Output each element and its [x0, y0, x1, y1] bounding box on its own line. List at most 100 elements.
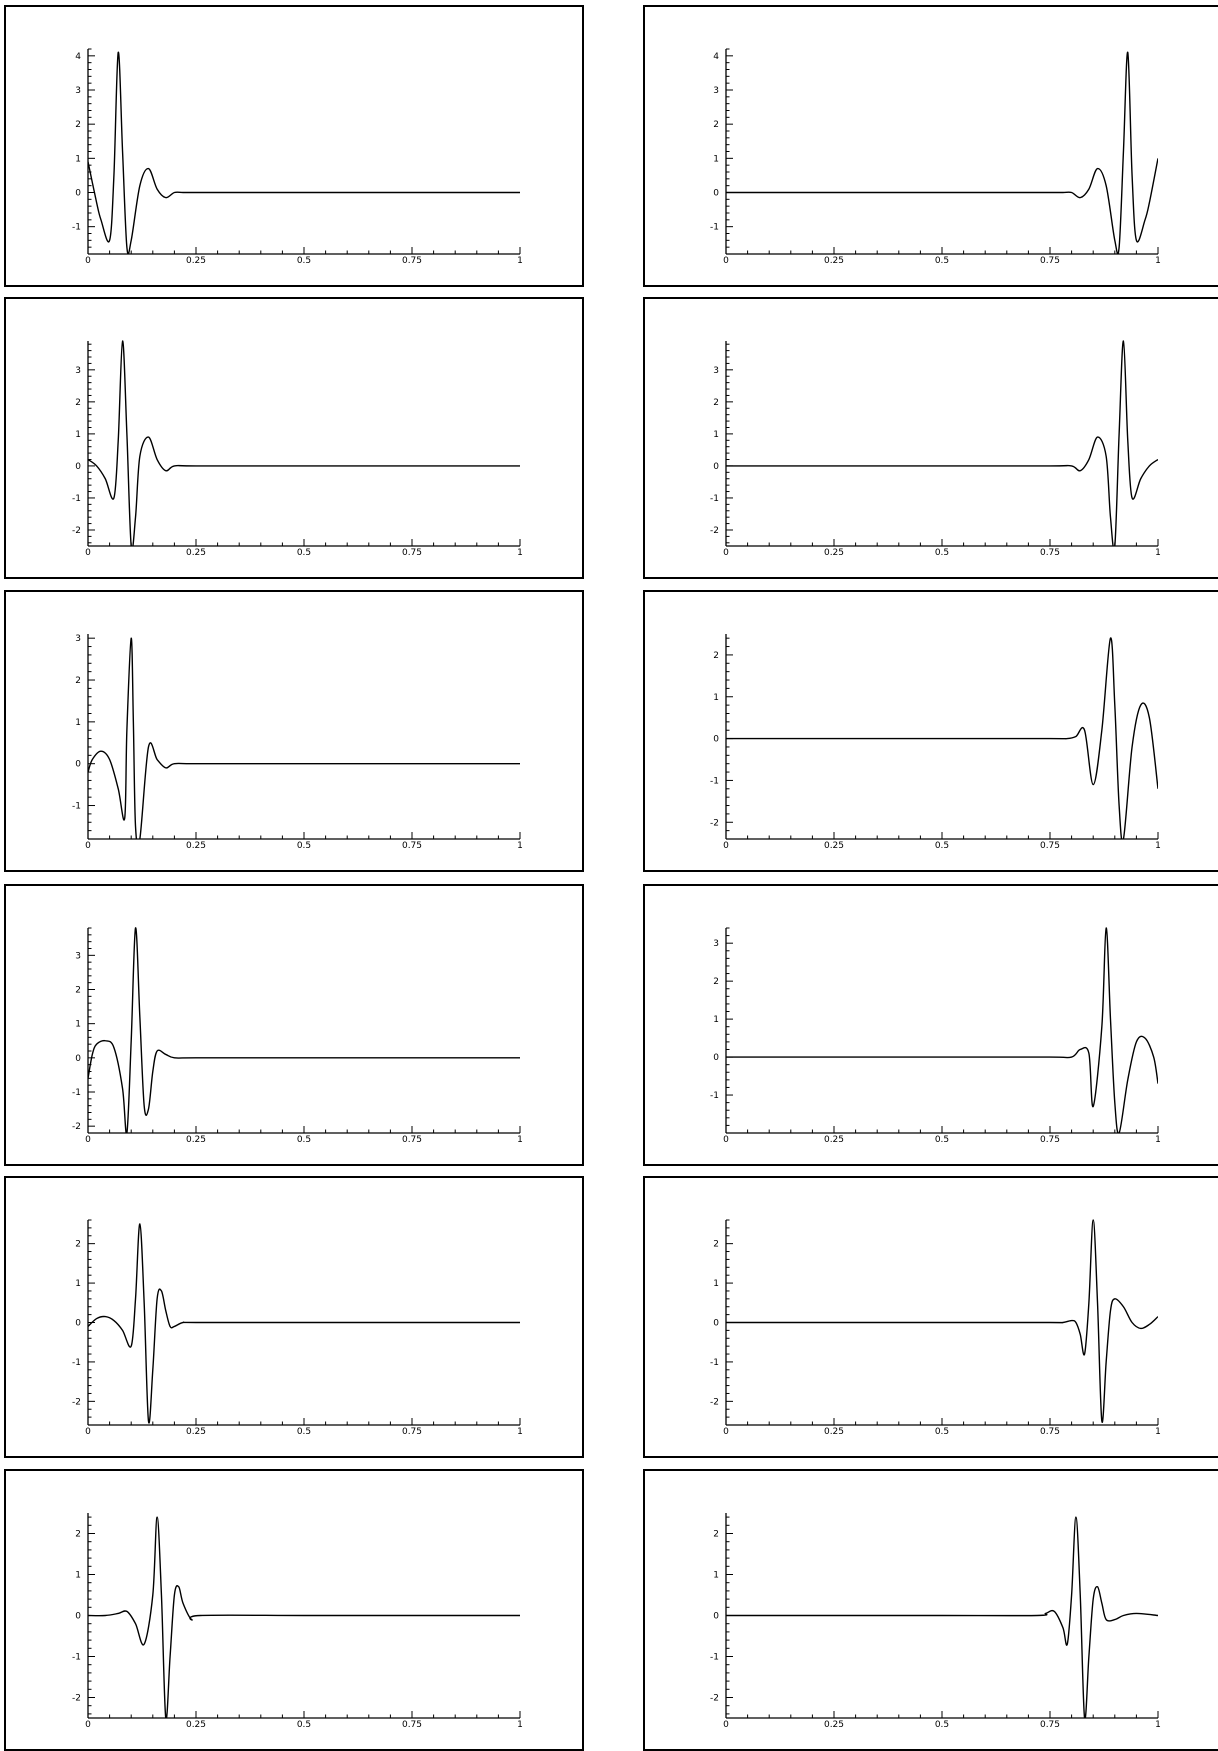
chart-panel-right-2: 0 0.25 0.5 0.75 1 -2 -1 0 1 2 3	[643, 297, 1218, 579]
x-tick-label: 0.75	[1040, 1720, 1060, 1730]
y-tick-label: 2	[713, 1530, 719, 1540]
y-tick-label: 0	[75, 760, 81, 770]
x-tick-label: 1	[1155, 548, 1161, 558]
y-tick-label: -2	[72, 526, 81, 536]
y-tick-label: 2	[713, 977, 719, 987]
x-tick-label: 0	[85, 1135, 91, 1145]
y-tick-label: 0	[75, 189, 81, 199]
chart-panel-left-3: 0 0.25 0.5 0.75 1 -1 0 1 2 3	[4, 590, 584, 872]
y-tick-label: 4	[713, 52, 719, 62]
y-tick-label: 1	[75, 718, 81, 728]
y-tick-label: 2	[713, 1240, 719, 1250]
series-line	[88, 340, 520, 546]
y-tick-label: 0	[75, 1612, 81, 1622]
x-tick-label: 0.75	[1040, 841, 1060, 851]
x-tick-label: 0.5	[935, 548, 949, 558]
x-tick-label: 0.25	[824, 548, 844, 558]
x-tick-label: 0.25	[824, 841, 844, 851]
series-line	[88, 927, 520, 1133]
x-tick-label: 1	[517, 1427, 523, 1437]
x-tick-label: 1	[517, 1720, 523, 1730]
y-tick-label: 0	[75, 1054, 81, 1064]
y-tick-label: 0	[75, 462, 81, 472]
series-line	[726, 1219, 1158, 1423]
x-tick-label: 0	[85, 1720, 91, 1730]
y-tick-label: 1	[75, 154, 81, 164]
y-tick-label: 1	[713, 1015, 719, 1025]
x-tick-label: 0.5	[935, 1720, 949, 1730]
x-tick-label: 0.25	[186, 841, 206, 851]
y-tick-label: -1	[710, 223, 719, 233]
chart-panel-left-6: 0 0.25 0.5 0.75 1 -2 -1 0 1 2	[4, 1469, 584, 1751]
x-tick-label: 0.25	[824, 1427, 844, 1437]
x-tick-label: 0.25	[824, 1720, 844, 1730]
chart-panel-right-5: 0 0.25 0.5 0.75 1 -2 -1 0 1 2	[643, 1176, 1218, 1458]
x-tick-label: 0.75	[402, 841, 422, 851]
y-tick-label: 1	[75, 1571, 81, 1581]
y-tick-label: 2	[75, 676, 81, 686]
y-tick-label: 2	[75, 986, 81, 996]
y-tick-label: 2	[75, 120, 81, 130]
y-tick-label: -1	[710, 776, 719, 786]
y-tick-label: 3	[75, 634, 81, 644]
x-tick-label: 0.75	[402, 256, 422, 266]
x-tick-label: 0	[723, 1135, 729, 1145]
chart-svg: 0 0.25 0.5 0.75 1 -2 -1 0 1 2 3	[72, 927, 523, 1145]
x-tick-label: 0.75	[402, 1720, 422, 1730]
y-tick-label: 2	[75, 1530, 81, 1540]
chart-svg: 0 0.25 0.5 0.75 1 -2 -1 0 1 2 3	[72, 340, 523, 558]
y-tick-label: -2	[72, 1122, 81, 1132]
chart-panel-right-1: 0 0.25 0.5 0.75 1 -1 0 1 2 3 4	[643, 5, 1218, 287]
y-tick-label: 2	[713, 651, 719, 661]
x-tick-label: 0.5	[297, 1427, 311, 1437]
chart-svg: 0 0.25 0.5 0.75 1 -1 0 1 2 3 4	[72, 48, 523, 266]
series-line	[88, 637, 520, 839]
y-tick-label: 2	[75, 1240, 81, 1250]
chart-panel-left-1: 0 0.25 0.5 0.75 1 -1 0 1 2 3 4	[4, 5, 584, 287]
x-tick-label: 0.25	[186, 1720, 206, 1730]
x-tick-label: 0.5	[297, 256, 311, 266]
y-tick-label: 1	[75, 430, 81, 440]
x-tick-label: 0	[723, 841, 729, 851]
x-tick-label: 1	[1155, 1427, 1161, 1437]
y-tick-label: -1	[72, 494, 81, 504]
x-tick-label: 0	[723, 256, 729, 266]
chart-panel-right-4: 0 0.25 0.5 0.75 1 -1 0 1 2 3	[643, 884, 1218, 1166]
y-tick-label: 4	[75, 52, 81, 62]
x-tick-label: 0.75	[1040, 1135, 1060, 1145]
x-tick-label: 0.25	[186, 548, 206, 558]
y-tick-label: 1	[75, 1020, 81, 1030]
y-tick-label: 0	[713, 1053, 719, 1063]
x-tick-label: 0.75	[1040, 548, 1060, 558]
y-tick-label: -1	[72, 1653, 81, 1663]
x-tick-label: 0.5	[297, 1135, 311, 1145]
x-tick-label: 0	[723, 548, 729, 558]
x-tick-label: 0.5	[297, 841, 311, 851]
x-tick-label: 0.5	[297, 1720, 311, 1730]
x-tick-label: 0	[85, 256, 91, 266]
y-tick-label: 0	[713, 462, 719, 472]
chart-panel-left-2: 0 0.25 0.5 0.75 1 -2 -1 0 1 2 3	[4, 297, 584, 579]
y-tick-label: 1	[713, 430, 719, 440]
chart-svg: 0 0.25 0.5 0.75 1 -1 0 1 2 3	[72, 634, 523, 851]
chart-svg: 0 0.25 0.5 0.75 1 -1 0 1 2 3 4	[710, 48, 1161, 266]
chart-svg: 0 0.25 0.5 0.75 1 -2 -1 0 1 2	[710, 634, 1161, 851]
y-tick-label: -2	[710, 1694, 719, 1704]
x-tick-label: 0	[723, 1720, 729, 1730]
y-tick-label: 2	[75, 398, 81, 408]
x-tick-label: 0.75	[402, 1427, 422, 1437]
x-tick-label: 1	[1155, 841, 1161, 851]
series-line	[88, 51, 520, 254]
series-line	[726, 51, 1158, 254]
x-tick-label: 0	[85, 548, 91, 558]
x-tick-label: 0.5	[935, 1427, 949, 1437]
x-tick-label: 0.5	[935, 256, 949, 266]
y-tick-label: 3	[713, 366, 719, 376]
x-tick-label: 0	[85, 1427, 91, 1437]
y-tick-label: -1	[710, 1091, 719, 1101]
y-tick-label: -1	[72, 223, 81, 233]
y-tick-label: -2	[710, 1397, 719, 1407]
y-tick-label: 1	[713, 693, 719, 703]
y-tick-label: 3	[713, 86, 719, 96]
